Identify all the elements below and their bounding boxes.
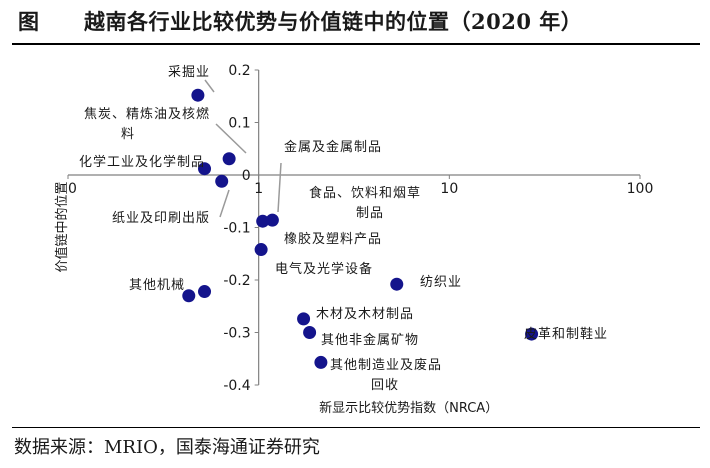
data-point: [265, 213, 279, 227]
x-tick-label: 10: [440, 181, 458, 197]
data-point: [254, 243, 268, 257]
y-tick-label: 0.2: [228, 63, 250, 79]
y-tick-label: 0: [242, 168, 251, 184]
point-label: 皮革和制鞋业: [524, 326, 608, 342]
data-point: [222, 152, 236, 166]
data-point: [390, 277, 404, 291]
x-tick-label: 100: [627, 181, 654, 197]
point-label: 橡胶及塑料产品: [284, 231, 382, 247]
data-point: [182, 289, 196, 303]
data-point: [303, 326, 317, 339]
point-label: 其他机械: [129, 278, 185, 293]
point-label: 木材及木材制品: [316, 307, 414, 322]
point-label: 食品、饮料和烟草制品: [309, 185, 421, 221]
point-label: 纸业及印刷出版: [112, 211, 210, 226]
y-tick-label: -0.1: [223, 221, 250, 237]
point-label: 其他制造业及废品回收: [330, 357, 442, 393]
data-point: [215, 174, 229, 188]
leader-line: [215, 123, 247, 154]
source-note: 数据来源：MRIO，国泰海通证券研究: [14, 437, 320, 458]
x-tick-label: 1: [254, 181, 263, 197]
data-point: [314, 355, 328, 369]
figure-label: 图: [18, 9, 40, 34]
leader-line: [219, 189, 230, 218]
point-label: 纺织业: [420, 275, 462, 290]
y-tick-label: -0.2: [223, 273, 250, 289]
leader-line: [204, 79, 215, 93]
x-tick-label: 0: [68, 181, 77, 197]
y-tick-label: 0.1: [228, 116, 250, 132]
title-bar: 图 越南各行业比较优势与价值链中的位置（2020 年）: [0, 0, 710, 44]
data-point: [256, 214, 270, 228]
x-axis-title: 新显示比较优势指数（NRCA）: [319, 400, 498, 416]
title-rule: [12, 43, 700, 45]
point-label: 电气及光学设备: [275, 261, 373, 277]
y-tick-label: -0.3: [223, 326, 250, 342]
y-tick-label: -0.4: [223, 378, 250, 394]
y-axis-title: 价值链中的位置: [54, 181, 70, 272]
data-point: [191, 88, 205, 102]
data-point: [297, 312, 311, 326]
data-point: [525, 327, 539, 341]
point-label: 采掘业: [168, 65, 210, 80]
data-point: [198, 285, 212, 299]
point-label: 其他非金属矿物: [321, 332, 419, 348]
point-label: 化学工业及化学制品: [79, 154, 205, 170]
point-label: 金属及金属制品: [284, 139, 382, 155]
chart-title: 越南各行业比较优势与价值链中的位置（2020 年）: [84, 9, 583, 34]
scatter-chart: 0 1 10 1000.20.10-0.1-0.2-0.3-0.4新显示比较优势指数（…: [54, 63, 654, 416]
data-point: [198, 162, 212, 176]
leader-line: [277, 162, 282, 213]
source-rule: [12, 427, 700, 428]
point-label: 焦炭、精炼油及核燃料: [84, 106, 210, 142]
